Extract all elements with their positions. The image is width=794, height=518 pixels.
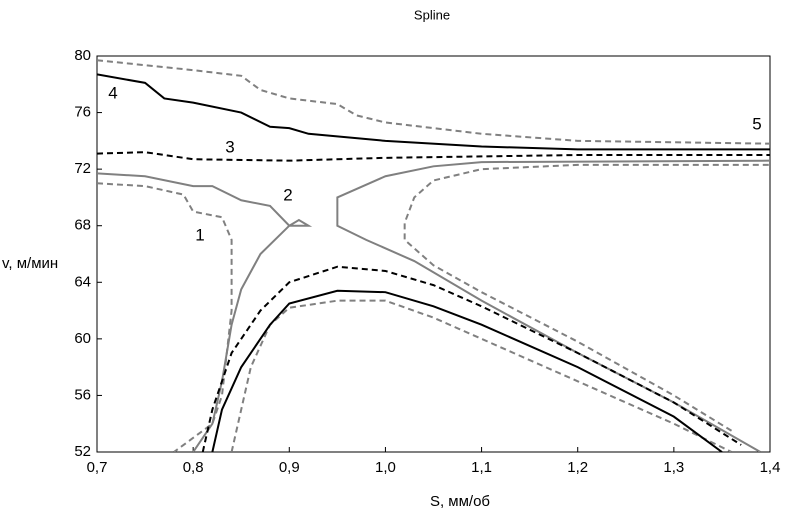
y-tick-label: 56 xyxy=(74,386,91,403)
y-tick-label: 80 xyxy=(74,47,91,64)
annotation: 4 xyxy=(108,83,117,102)
contour-line xyxy=(403,163,770,432)
x-tick-label: 0,9 xyxy=(279,459,300,476)
annotation: 3 xyxy=(225,137,234,156)
x-axis-label: S, мм/об xyxy=(430,493,490,510)
plot-frame xyxy=(96,55,771,453)
chart-title: Spline xyxy=(414,7,450,22)
contour-line xyxy=(201,265,742,452)
y-tick-label: 64 xyxy=(74,273,91,290)
contour-line xyxy=(97,182,233,452)
x-tick-label: 0,8 xyxy=(183,459,204,476)
annotation: 1 xyxy=(195,225,204,244)
contour-line xyxy=(211,289,723,452)
x-tick-label: 1,4 xyxy=(760,459,781,476)
contour-line xyxy=(97,59,770,145)
x-tick-label: 1,2 xyxy=(567,459,588,476)
contour-line xyxy=(97,151,770,162)
x-tick-label: 1,0 xyxy=(375,459,396,476)
y-tick-label: 68 xyxy=(74,217,91,234)
annotation: 2 xyxy=(283,185,292,204)
x-tick-label: 1,3 xyxy=(663,459,684,476)
y-tick-label: 60 xyxy=(74,330,91,347)
y-tick-label: 52 xyxy=(74,443,91,460)
x-tick-label: 0,7 xyxy=(87,459,108,476)
y-tick-label: 72 xyxy=(74,160,91,177)
annotation: 5 xyxy=(752,114,761,133)
contour-line xyxy=(230,299,732,452)
x-tick-label: 1,1 xyxy=(471,459,492,476)
y-axis-label: v, м/мин xyxy=(2,255,58,272)
y-tick-label: 76 xyxy=(74,104,91,121)
contour-line xyxy=(97,172,313,452)
contour-line xyxy=(97,73,770,151)
